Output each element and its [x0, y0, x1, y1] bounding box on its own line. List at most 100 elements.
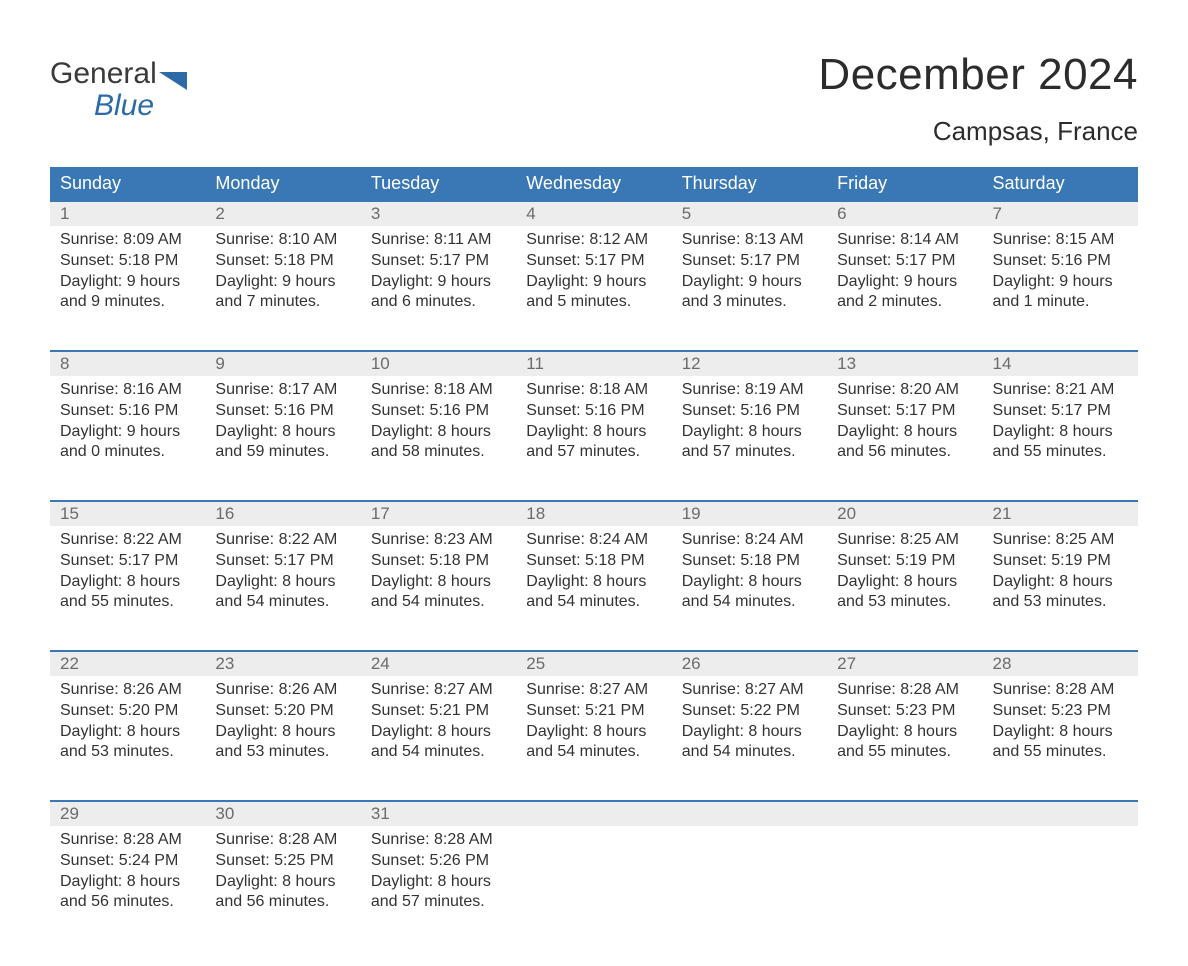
day-line-sunset: Sunset: 5:16 PM [526, 401, 661, 422]
day-line-day2: and 54 minutes. [215, 592, 350, 613]
date-number: 15 [50, 502, 205, 526]
day-line-day1: Daylight: 8 hours [371, 572, 506, 593]
day-line-sunset: Sunset: 5:20 PM [60, 701, 195, 722]
date-number: 24 [361, 652, 516, 676]
day-cell-text: Sunrise: 8:28 AMSunset: 5:23 PMDaylight:… [837, 680, 972, 763]
day-line-sunset: Sunset: 5:18 PM [371, 551, 506, 572]
day-line-day1: Daylight: 8 hours [993, 722, 1128, 743]
day-line-day2: and 57 minutes. [371, 892, 506, 913]
day-cell: Sunrise: 8:17 AMSunset: 5:16 PMDaylight:… [205, 376, 360, 486]
day-header-sat: Saturday [983, 167, 1138, 200]
date-number: 5 [672, 202, 827, 226]
day-cell-text: Sunrise: 8:22 AMSunset: 5:17 PMDaylight:… [60, 530, 195, 613]
day-line-day2: and 57 minutes. [526, 442, 661, 463]
day-line-day2: and 54 minutes. [371, 742, 506, 763]
page-header: General Blue December 2024 Campsas, Fran… [50, 50, 1138, 147]
date-number: 18 [516, 502, 671, 526]
day-line-day2: and 1 minute. [993, 292, 1128, 313]
day-header-sun: Sunday [50, 167, 205, 200]
day-line-day1: Daylight: 8 hours [682, 722, 817, 743]
day-line-sunrise: Sunrise: 8:22 AM [60, 530, 195, 551]
day-line-sunrise: Sunrise: 8:25 AM [837, 530, 972, 551]
day-line-day2: and 54 minutes. [371, 592, 506, 613]
day-line-sunrise: Sunrise: 8:24 AM [526, 530, 661, 551]
week-row: 22232425262728Sunrise: 8:26 AMSunset: 5:… [50, 650, 1138, 786]
day-line-sunset: Sunset: 5:17 PM [371, 251, 506, 272]
day-line-sunrise: Sunrise: 8:16 AM [60, 380, 195, 401]
day-line-sunrise: Sunrise: 8:19 AM [682, 380, 817, 401]
day-cell: Sunrise: 8:28 AMSunset: 5:24 PMDaylight:… [50, 826, 205, 936]
day-cell-text: Sunrise: 8:28 AMSunset: 5:23 PMDaylight:… [993, 680, 1128, 763]
day-cell [516, 826, 671, 936]
day-line-sunrise: Sunrise: 8:20 AM [837, 380, 972, 401]
day-line-day2: and 55 minutes. [993, 742, 1128, 763]
day-cell: Sunrise: 8:14 AMSunset: 5:17 PMDaylight:… [827, 226, 982, 336]
day-line-sunset: Sunset: 5:16 PM [682, 401, 817, 422]
date-number: 20 [827, 502, 982, 526]
day-line-day2: and 55 minutes. [993, 442, 1128, 463]
day-cell-text: Sunrise: 8:28 AMSunset: 5:25 PMDaylight:… [215, 830, 350, 913]
day-line-sunset: Sunset: 5:25 PM [215, 851, 350, 872]
date-number: 3 [361, 202, 516, 226]
title-block: December 2024 Campsas, France [818, 50, 1138, 147]
day-line-day2: and 2 minutes. [837, 292, 972, 313]
day-cell-text: Sunrise: 8:10 AMSunset: 5:18 PMDaylight:… [215, 230, 350, 313]
day-line-day2: and 54 minutes. [682, 742, 817, 763]
day-line-sunset: Sunset: 5:19 PM [837, 551, 972, 572]
day-cell-text: Sunrise: 8:18 AMSunset: 5:16 PMDaylight:… [371, 380, 506, 463]
date-number: 12 [672, 352, 827, 376]
day-line-sunrise: Sunrise: 8:25 AM [993, 530, 1128, 551]
week-row: 293031Sunrise: 8:28 AMSunset: 5:24 PMDay… [50, 800, 1138, 936]
calendar-grid: Sunday Monday Tuesday Wednesday Thursday… [50, 167, 1138, 936]
day-cell: Sunrise: 8:19 AMSunset: 5:16 PMDaylight:… [672, 376, 827, 486]
day-line-sunrise: Sunrise: 8:27 AM [682, 680, 817, 701]
day-line-sunset: Sunset: 5:16 PM [215, 401, 350, 422]
day-cell-text: Sunrise: 8:24 AMSunset: 5:18 PMDaylight:… [682, 530, 817, 613]
day-line-day1: Daylight: 8 hours [215, 872, 350, 893]
date-number: 29 [50, 802, 205, 826]
day-line-day2: and 54 minutes. [682, 592, 817, 613]
week-body: Sunrise: 8:28 AMSunset: 5:24 PM Daylight:… [50, 826, 1138, 936]
day-cell-text: Sunrise: 8:24 AMSunset: 5:18 PMDaylight:… [526, 530, 661, 613]
day-line-day1: Daylight: 9 hours [215, 272, 350, 293]
day-line-day2: and 56 minutes. [837, 442, 972, 463]
day-cell-text: Sunrise: 8:23 AMSunset: 5:18 PMDaylight:… [371, 530, 506, 613]
day-line-sunset: Sunset: 5:16 PM [993, 251, 1128, 272]
day-line-day1: Daylight: 8 hours [682, 572, 817, 593]
day-line-sunset: Sunset: 5:22 PM [682, 701, 817, 722]
location-label: Campsas, France [818, 116, 1138, 147]
day-line-sunrise: Sunrise: 8:22 AM [215, 530, 350, 551]
day-line-day2: and 54 minutes. [526, 592, 661, 613]
month-title: December 2024 [818, 50, 1138, 100]
day-line-sunset: Sunset: 5:21 PM [526, 701, 661, 722]
day-line-sunrise: Sunrise: 8:12 AM [526, 230, 661, 251]
day-line-sunset: Sunset: 5:17 PM [993, 401, 1128, 422]
date-number: 14 [983, 352, 1138, 376]
day-line-sunset: Sunset: 5:16 PM [371, 401, 506, 422]
day-cell: Sunrise: 8:22 AMSunset: 5:17 PMDaylight:… [205, 526, 360, 636]
day-cell [983, 826, 1138, 936]
day-line-sunset: Sunset: 5:19 PM [993, 551, 1128, 572]
date-number: 21 [983, 502, 1138, 526]
day-line-day1: Daylight: 8 hours [526, 422, 661, 443]
day-line-sunset: Sunset: 5:18 PM [682, 551, 817, 572]
day-line-day1: Daylight: 9 hours [682, 272, 817, 293]
day-line-day1: Daylight: 8 hours [837, 722, 972, 743]
date-number: 27 [827, 652, 982, 676]
day-line-sunset: Sunset: 5:24 PM [60, 851, 195, 872]
day-line-sunrise: Sunrise: 8:28 AM [993, 680, 1128, 701]
day-cell-text: Sunrise: 8:16 AMSunset: 5:16 PMDaylight:… [60, 380, 195, 463]
day-line-day2: and 53 minutes. [993, 592, 1128, 613]
day-line-day1: Daylight: 8 hours [837, 422, 972, 443]
day-line-day1: Daylight: 8 hours [215, 572, 350, 593]
day-line-sunrise: Sunrise: 8:21 AM [993, 380, 1128, 401]
day-cell: Sunrise: 8:26 AMSunset: 5:20 PMDaylight:… [205, 676, 360, 786]
day-line-day1: Daylight: 8 hours [215, 722, 350, 743]
day-line-day2: and 0 minutes. [60, 442, 195, 463]
day-cell: Sunrise: 8:28 AMSunset: 5:23 PMDaylight:… [827, 676, 982, 786]
day-line-sunset: Sunset: 5:18 PM [60, 251, 195, 272]
day-line-sunrise: Sunrise: 8:26 AM [60, 680, 195, 701]
day-line-sunrise: Sunrise: 8:28 AM [60, 830, 195, 851]
day-cell: Sunrise: 8:23 AMSunset: 5:18 PMDaylight:… [361, 526, 516, 636]
date-strip: 15161718192021 [50, 502, 1138, 526]
